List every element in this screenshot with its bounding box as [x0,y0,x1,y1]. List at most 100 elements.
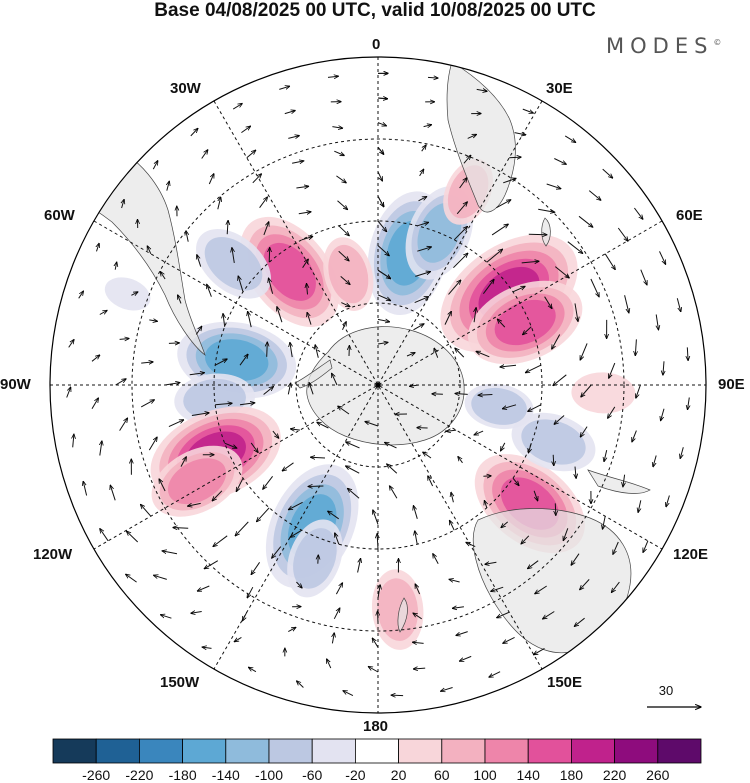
wind-vector-65 [373,510,379,525]
wind-vector-222 [162,551,178,555]
wind-vector-228 [131,292,138,295]
lon-label-150w: 150W [160,674,200,691]
colorbar-swatch-6 [311,738,356,764]
wind-vector-39 [478,395,493,396]
colorbar-swatch-1 [95,738,140,764]
wind-vector-295 [297,681,304,688]
colorbar-swatch-10 [484,738,529,764]
new-guinea [587,469,651,494]
wind-vector-19 [377,294,391,301]
wind-vector-186 [173,528,189,529]
wind-vector-89 [377,534,378,550]
anomaly-field [104,158,636,650]
wind-vector-143 [555,503,556,515]
wind-vector-55 [417,247,431,252]
wind-vector-299 [126,574,137,583]
meridian-30w-150e [213,100,543,670]
wind-vector-147 [415,584,421,595]
wind-vector-87 [450,520,455,531]
lon-label-90e: 90E [718,376,745,393]
wind-vector-178 [491,586,504,591]
wind-vector-101 [338,225,349,236]
wind-vector-33 [341,302,350,307]
wind-vector-62 [483,476,491,477]
wind-vector-225 [119,418,128,431]
wind-vector-173 [608,406,616,418]
anomaly-contour-5-1 [328,244,369,304]
wind-vector-49 [267,342,268,357]
wind-vector-259 [154,575,167,580]
lon-label-0: 0 [372,36,381,53]
wind-vector-200 [423,125,432,127]
wind-vector-285 [680,447,684,458]
wind-vector-198 [377,146,384,154]
wind-vector-126 [207,284,212,297]
wind-vector-60 [502,404,517,409]
wind-vector-244 [663,361,664,375]
wind-vector-124 [189,373,205,375]
wind-vector-165 [421,145,426,152]
wind-vector-70 [239,403,255,405]
wind-vector-104 [456,202,467,215]
wind-vector-262 [100,441,102,456]
wind-vector-128 [263,222,269,236]
wind-vector-138 [574,303,578,321]
wind-vector-296 [249,667,257,673]
lon-label-30e: 30E [546,80,573,97]
wind-vector-90 [335,533,340,545]
wind-vector-273 [377,98,388,99]
wind-vector-44 [348,488,360,499]
wind-vector-86 [484,501,486,508]
wind-vector-275 [427,77,438,78]
wind-vector-210 [623,474,625,487]
colorbar-tick-label: -180 [169,767,197,783]
wind-vector-57 [482,279,494,294]
colorbar-swatch-4 [225,738,270,764]
wind-vector-246 [653,455,657,467]
wind-vector-88 [415,531,418,545]
wind-vector-130 [337,200,348,210]
wind-vector-94 [224,442,237,448]
wind-vector-163 [336,175,346,183]
wind-vector-264 [91,355,100,362]
colorbar-tick-label: -60 [302,767,322,783]
colorbar-tick-label: 60 [434,767,450,783]
wind-vector-260 [127,531,139,543]
wind-vector-38 [476,351,490,358]
colorbar-swatch-9 [441,738,486,764]
wind-vector-93 [236,477,244,491]
anomaly-contour-19-1 [471,387,527,425]
wind-vector-215 [456,631,468,636]
wind-vector-187 [159,479,166,492]
wind-vector-159 [197,255,202,267]
latitude-circle-30s [131,138,625,632]
colorbar-tick-label: -100 [255,767,283,783]
wind-vector-293 [391,695,404,696]
wind-vector-211 [603,516,606,529]
wind-vector-146 [449,579,460,582]
wind-vector-111 [553,454,554,466]
wind-vector-270 [241,126,250,134]
wind-vector-144 [521,535,530,544]
wind-vector-180 [413,613,422,620]
colorbar-swatch-8 [398,738,443,764]
wind-vector-182 [333,608,340,620]
wind-vector-199 [377,123,386,126]
wind-vector-309 [190,128,198,137]
wind-vector-76 [377,220,387,232]
wind-vector-250 [543,611,555,619]
meridian-60w-120e [93,220,663,550]
colorbar-swatch-2 [138,738,183,764]
wind-vector-303 [66,387,71,398]
wind-vector-265 [99,310,107,315]
wind-vector-266 [115,262,117,270]
wind-vector-271 [284,111,296,115]
wind-vector-148 [378,585,380,599]
wind-vector-41 [458,457,463,464]
wind-vector-217 [372,638,379,648]
wind-vector-77 [417,222,428,227]
wind-vector-120 [235,521,249,536]
wind-vector-278 [564,135,576,143]
wind-vector-297 [202,647,212,648]
